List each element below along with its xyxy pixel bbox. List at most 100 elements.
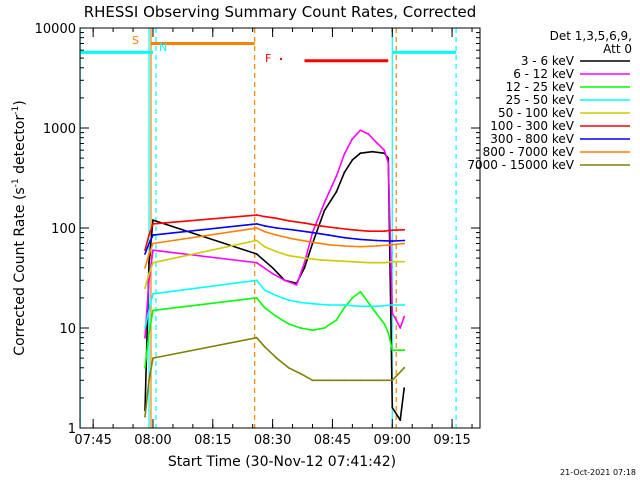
- y-tick-label: 10: [59, 322, 76, 337]
- data-point: [327, 379, 330, 382]
- x-tick-label: 09:00: [374, 433, 411, 448]
- series-line: [144, 129, 405, 338]
- data-point: [391, 349, 394, 352]
- data-point: [287, 366, 290, 369]
- data-point: [291, 228, 294, 231]
- data-point: [311, 379, 314, 382]
- data-point: [383, 149, 386, 152]
- data-point: [343, 306, 346, 309]
- legend-title-1: Det 1,3,5,6,9,: [550, 29, 632, 43]
- data-point: [271, 266, 274, 269]
- data-point: [359, 379, 362, 382]
- data-point: [391, 304, 394, 306]
- data-point: [387, 161, 390, 164]
- data-point: [287, 219, 290, 222]
- data-point: [287, 254, 290, 257]
- data-point: [303, 222, 306, 224]
- data-point: [299, 372, 302, 375]
- data-point: [275, 217, 278, 220]
- data-point: [255, 279, 258, 282]
- data-point: [343, 171, 346, 174]
- data-point: [263, 289, 266, 291]
- data-point: [403, 304, 406, 306]
- data-point: [367, 301, 370, 304]
- data-point: [375, 305, 378, 308]
- data-point: [335, 227, 338, 229]
- legend-label: 300 - 800 keV: [490, 132, 574, 146]
- data-point: [144, 266, 146, 269]
- data-point: [403, 349, 406, 352]
- data-point: [152, 357, 154, 360]
- legend-label: 7000 - 15000 keV: [467, 158, 574, 172]
- data-point: [375, 379, 378, 382]
- data-point: [403, 242, 406, 245]
- data-point: [359, 290, 362, 293]
- data-point: [399, 327, 402, 329]
- data-point: [144, 336, 146, 339]
- data-point: [375, 239, 378, 242]
- data-point: [351, 228, 354, 231]
- data-point: [399, 419, 402, 421]
- x-tick-label: 07:45: [74, 433, 111, 448]
- data-point: [271, 272, 274, 275]
- data-point: [152, 249, 154, 252]
- data-point: [275, 357, 278, 360]
- data-point: [323, 209, 326, 212]
- data-point: [351, 137, 354, 140]
- data-point: [144, 253, 146, 255]
- data-point: [391, 260, 394, 263]
- legend-label: 25 - 50 keV: [506, 93, 575, 107]
- data-point: [152, 292, 154, 295]
- data-point: [403, 366, 406, 369]
- data-point: [311, 231, 314, 234]
- data-point: [359, 245, 362, 248]
- data-point: [303, 257, 306, 260]
- data-point: [327, 234, 330, 236]
- series-line: [144, 150, 405, 421]
- y-axis-label: Corrected Count Rate (s-1 detector-1): [11, 100, 28, 355]
- data-point: [359, 152, 362, 155]
- timestamp: 21-Oct-2021 07:18: [560, 468, 636, 477]
- data-point: [383, 322, 386, 325]
- data-point: [367, 261, 370, 264]
- data-point: [275, 250, 278, 253]
- data-point: [263, 215, 266, 218]
- data-point: [295, 283, 298, 286]
- data-point: [375, 141, 378, 144]
- data-point: [275, 227, 278, 229]
- data-point: [343, 236, 346, 239]
- flag-label-f: F: [265, 52, 271, 65]
- data-point: [323, 327, 326, 329]
- data-point: [148, 261, 150, 264]
- data-point: [275, 315, 278, 318]
- data-point: [303, 266, 306, 269]
- data-point: [387, 331, 390, 334]
- data-point: [152, 222, 154, 225]
- data-point: [311, 302, 314, 305]
- y-tick-label: 1: [68, 422, 76, 437]
- data-point: [391, 312, 394, 315]
- legend-label: 50 - 100 keV: [498, 106, 575, 120]
- data-point: [391, 406, 394, 409]
- data-point: [287, 322, 290, 325]
- data-point: [255, 296, 258, 299]
- x-tick-label: 08:00: [134, 433, 171, 448]
- data-point: [311, 329, 314, 332]
- y-tick-label: 1000: [43, 122, 76, 137]
- series-line: [144, 223, 405, 255]
- data-point: [319, 258, 322, 261]
- data-point: [311, 241, 314, 244]
- x-tick-label: 08:30: [254, 433, 291, 448]
- data-point: [148, 331, 150, 334]
- data-point: [391, 379, 394, 382]
- data-point: [152, 242, 154, 245]
- y-tick-label: 100: [51, 222, 76, 237]
- data-point: [255, 253, 258, 255]
- series-line: [144, 290, 405, 368]
- data-point: [367, 133, 370, 135]
- data-point: [255, 239, 258, 242]
- legend-title-2: Att 0: [603, 42, 632, 56]
